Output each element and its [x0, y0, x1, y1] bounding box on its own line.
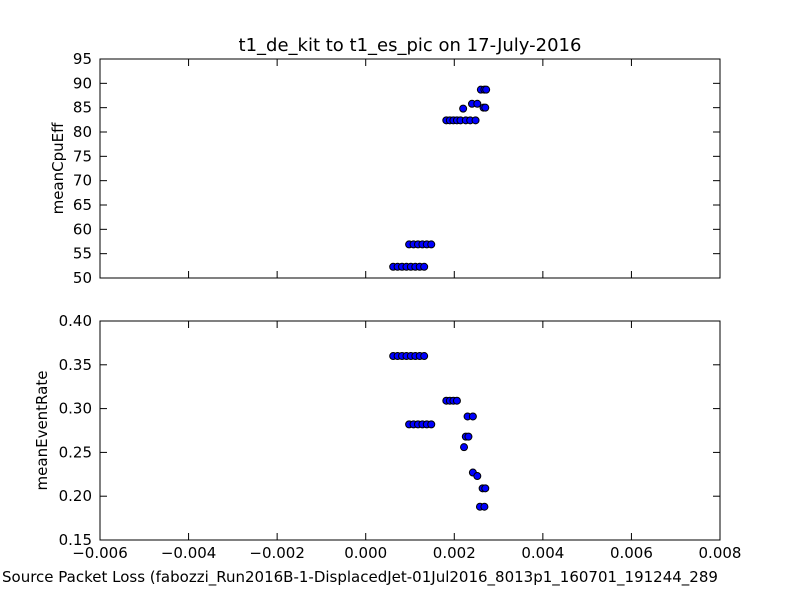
y-tick-label: 0.40: [59, 312, 92, 330]
data-point: [464, 432, 473, 441]
x-axis-label: Source Packet Loss (fabozzi_Run2016B-1-D…: [2, 568, 718, 587]
y-tick-label: 60: [73, 220, 92, 238]
data-point: [468, 412, 477, 421]
x-tick-label: 0.002: [433, 544, 476, 562]
y-tick-label: 80: [73, 123, 92, 141]
x-tick-label: 0.004: [521, 544, 564, 562]
data-point: [482, 85, 491, 94]
data-point: [459, 104, 468, 113]
y-axis-label: meanCpuEff: [49, 122, 67, 215]
y-tick-label: 0.25: [59, 443, 92, 461]
data-point: [481, 103, 490, 112]
data-point: [481, 484, 490, 493]
y-tick-label: 55: [73, 245, 92, 263]
y-tick-label: 65: [73, 196, 92, 214]
y-tick-label: 90: [73, 74, 92, 92]
y-tick-label: 0.35: [59, 356, 92, 374]
y-axis-label: meanEventRate: [33, 371, 51, 491]
data-point: [420, 352, 429, 361]
event-rate-panel: 0.15 0.20 0.25 0.30 0.35 0.40 −0.006 −0.004 −0.0…: [2, 312, 741, 587]
plot-frame: [99, 58, 721, 279]
data-point: [471, 116, 480, 125]
chart-title: t1_de_kit to t1_es_pic on 17-July-2016: [239, 35, 582, 56]
cpu-eff-panel: 50 55 60 65 70 75 80 85 90 95 meanCpuEff t1_de_kit …: [49, 35, 721, 287]
x-tick-label: −0.006: [72, 544, 128, 562]
y-tick-label: 0.20: [59, 487, 92, 505]
data-point: [460, 443, 469, 452]
y-tick-label: 95: [73, 50, 92, 68]
y-tick-label: 50: [73, 269, 92, 287]
y-tick-label: 75: [73, 147, 92, 165]
y-tick-label: 85: [73, 99, 92, 117]
data-point: [473, 99, 482, 108]
y-tick-label: 70: [73, 172, 92, 190]
data-point: [427, 420, 436, 429]
x-tick-label: 0.006: [610, 544, 653, 562]
plot-frame: [99, 320, 721, 541]
data-point: [420, 262, 429, 271]
x-tick-label: 0.000: [344, 544, 387, 562]
data-point: [473, 472, 482, 481]
data-point: [427, 240, 436, 249]
y-tick-label: 0.15: [59, 531, 92, 549]
data-point: [480, 502, 489, 511]
x-tick-label: 0.008: [699, 544, 742, 562]
y-tick-label: 0.30: [59, 400, 92, 418]
data-point: [452, 396, 461, 405]
x-tick-label: −0.004: [161, 544, 217, 562]
x-tick-label: −0.002: [249, 544, 305, 562]
